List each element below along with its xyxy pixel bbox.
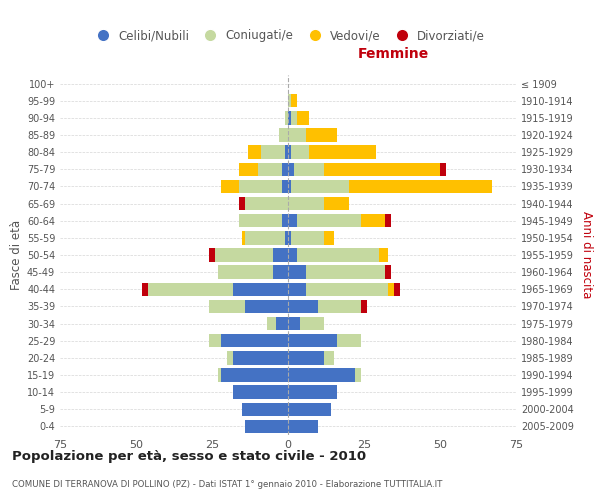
Bar [227, 351, 233, 364]
Text: Femmine: Femmine [357, 46, 428, 60]
Bar [306, 128, 337, 141]
Bar [379, 248, 388, 262]
Bar [209, 334, 221, 347]
Bar [291, 180, 349, 193]
Bar [325, 351, 334, 364]
Bar [288, 231, 291, 244]
Bar [242, 231, 245, 244]
Bar [245, 300, 288, 313]
Bar [245, 420, 288, 433]
Bar [282, 180, 288, 193]
Bar [288, 334, 337, 347]
Bar [337, 334, 361, 347]
Bar [300, 317, 325, 330]
Bar [291, 111, 297, 124]
Bar [288, 317, 300, 330]
Bar [440, 162, 446, 176]
Text: COMUNE DI TERRANOVA DI POLLINO (PZ) - Dati ISTAT 1° gennaio 2010 - Elaborazione : COMUNE DI TERRANOVA DI POLLINO (PZ) - Da… [12, 480, 442, 489]
Bar [355, 368, 361, 382]
Bar [288, 94, 291, 108]
Bar [297, 248, 379, 262]
Bar [288, 197, 325, 210]
Bar [221, 180, 239, 193]
Bar [361, 214, 385, 228]
Bar [282, 214, 288, 228]
Bar [239, 197, 245, 210]
Bar [285, 146, 288, 159]
Bar [291, 231, 325, 244]
Bar [221, 368, 288, 382]
Bar [257, 162, 282, 176]
Bar [239, 162, 257, 176]
Bar [325, 231, 334, 244]
Bar [385, 214, 391, 228]
Bar [288, 402, 331, 416]
Bar [233, 282, 288, 296]
Bar [273, 266, 288, 279]
Bar [285, 111, 288, 124]
Bar [233, 386, 288, 399]
Bar [288, 162, 294, 176]
Bar [273, 248, 288, 262]
Bar [267, 317, 276, 330]
Bar [309, 146, 376, 159]
Bar [276, 317, 288, 330]
Bar [233, 351, 288, 364]
Bar [288, 266, 306, 279]
Bar [361, 300, 367, 313]
Bar [218, 368, 221, 382]
Bar [245, 197, 288, 210]
Bar [288, 146, 291, 159]
Bar [245, 231, 285, 244]
Bar [288, 386, 337, 399]
Bar [297, 214, 361, 228]
Bar [288, 111, 291, 124]
Bar [285, 231, 288, 244]
Bar [288, 248, 297, 262]
Bar [288, 214, 297, 228]
Bar [242, 402, 288, 416]
Y-axis label: Anni di nascita: Anni di nascita [580, 212, 593, 298]
Bar [288, 351, 325, 364]
Bar [288, 282, 306, 296]
Bar [291, 94, 297, 108]
Y-axis label: Fasce di età: Fasce di età [10, 220, 23, 290]
Bar [349, 180, 491, 193]
Bar [288, 368, 355, 382]
Bar [325, 197, 349, 210]
Bar [215, 248, 273, 262]
Text: Popolazione per età, sesso e stato civile - 2010: Popolazione per età, sesso e stato civil… [12, 450, 366, 463]
Bar [291, 146, 309, 159]
Bar [279, 128, 288, 141]
Bar [239, 214, 282, 228]
Bar [385, 266, 391, 279]
Bar [218, 266, 273, 279]
Bar [325, 162, 440, 176]
Bar [388, 282, 394, 296]
Bar [297, 111, 309, 124]
Bar [288, 420, 319, 433]
Bar [282, 162, 288, 176]
Bar [394, 282, 400, 296]
Bar [221, 334, 288, 347]
Bar [288, 300, 319, 313]
Bar [288, 180, 291, 193]
Bar [209, 300, 245, 313]
Bar [260, 146, 285, 159]
Legend: Celibi/Nubili, Coniugati/e, Vedovi/e, Divorziati/e: Celibi/Nubili, Coniugati/e, Vedovi/e, Di… [88, 27, 488, 44]
Bar [148, 282, 233, 296]
Bar [248, 146, 260, 159]
Bar [306, 266, 385, 279]
Bar [142, 282, 148, 296]
Bar [239, 180, 282, 193]
Bar [294, 162, 325, 176]
Bar [288, 128, 306, 141]
Bar [306, 282, 388, 296]
Bar [319, 300, 361, 313]
Bar [209, 248, 215, 262]
